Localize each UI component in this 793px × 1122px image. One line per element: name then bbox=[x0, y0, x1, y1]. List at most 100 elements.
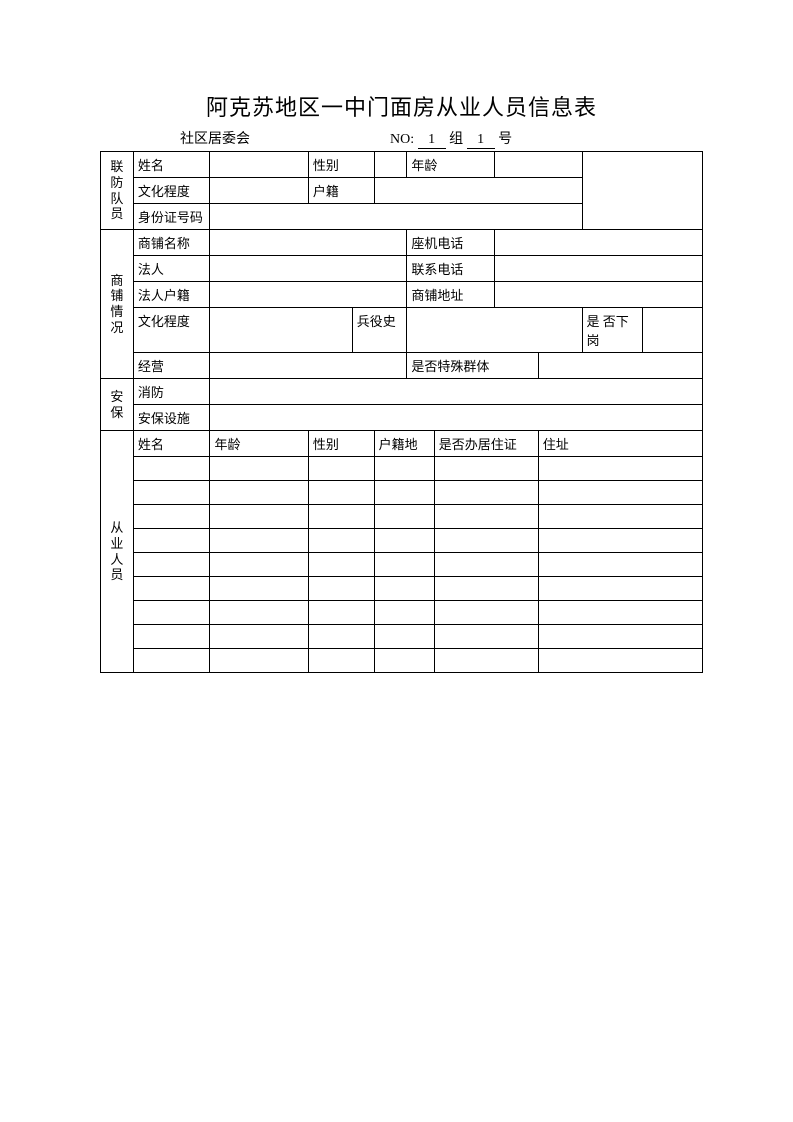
table-row bbox=[434, 481, 538, 505]
section-security: 安保 bbox=[101, 379, 134, 431]
cell bbox=[210, 405, 703, 431]
suffix-label: 号 bbox=[498, 132, 512, 147]
no-prefix: NO: bbox=[390, 132, 414, 147]
cell bbox=[642, 308, 702, 353]
table-row bbox=[434, 649, 538, 673]
cell bbox=[494, 152, 582, 178]
no-value: 1 bbox=[418, 132, 446, 149]
table-row bbox=[374, 601, 434, 625]
label-gender: 性别 bbox=[308, 152, 374, 178]
table-row bbox=[210, 553, 308, 577]
table-row bbox=[308, 625, 374, 649]
emp-col-gender: 性别 bbox=[308, 431, 374, 457]
community-label: 社区居委会 bbox=[180, 128, 390, 149]
label-xiagang: 是 否下岗 bbox=[582, 308, 642, 353]
info-table: 联防队员 姓名 性别 年龄 文化程度 户籍 身份证号码 商铺情况 商铺名称 bbox=[100, 151, 703, 673]
table-row bbox=[133, 553, 210, 577]
table-row bbox=[210, 649, 308, 673]
label-legal: 法人 bbox=[133, 256, 210, 282]
label-contact: 联系电话 bbox=[407, 256, 495, 282]
table-row bbox=[210, 481, 308, 505]
table-row bbox=[538, 481, 702, 505]
section-employees: 从业人员 bbox=[101, 431, 134, 673]
cell bbox=[374, 178, 582, 204]
label-edu: 文化程度 bbox=[133, 178, 210, 204]
label-huji: 户籍 bbox=[308, 178, 374, 204]
table-row bbox=[308, 457, 374, 481]
cell bbox=[210, 353, 407, 379]
label-age: 年龄 bbox=[407, 152, 495, 178]
cell bbox=[494, 282, 702, 308]
table-row bbox=[374, 577, 434, 601]
table-row bbox=[538, 505, 702, 529]
table-row bbox=[374, 505, 434, 529]
table-row bbox=[374, 481, 434, 505]
cell bbox=[494, 230, 702, 256]
label-landline: 座机电话 bbox=[407, 230, 495, 256]
label-security-fac: 安保设施 bbox=[133, 405, 210, 431]
cell bbox=[494, 256, 702, 282]
table-row bbox=[133, 601, 210, 625]
table-row bbox=[133, 649, 210, 673]
label-operate: 经营 bbox=[133, 353, 210, 379]
table-row bbox=[210, 529, 308, 553]
label-edu2: 文化程度 bbox=[133, 308, 210, 353]
table-row bbox=[374, 649, 434, 673]
label-name: 姓名 bbox=[133, 152, 210, 178]
table-row bbox=[133, 481, 210, 505]
table-row bbox=[538, 457, 702, 481]
emp-col-age: 年龄 bbox=[210, 431, 308, 457]
table-row bbox=[538, 601, 702, 625]
page-title: 阿克苏地区一中门面房从业人员信息表 bbox=[100, 90, 703, 122]
emp-col-address: 住址 bbox=[538, 431, 702, 457]
cell bbox=[407, 308, 582, 353]
label-special: 是否特殊群体 bbox=[407, 353, 538, 379]
table-row bbox=[374, 553, 434, 577]
emp-col-hujidi: 户籍地 bbox=[374, 431, 434, 457]
cell bbox=[210, 204, 582, 230]
table-row bbox=[538, 553, 702, 577]
table-row bbox=[538, 577, 702, 601]
photo-cell bbox=[582, 152, 702, 230]
table-row bbox=[133, 625, 210, 649]
cell bbox=[210, 256, 407, 282]
table-row bbox=[210, 601, 308, 625]
cell bbox=[210, 379, 703, 405]
emp-col-name: 姓名 bbox=[133, 431, 210, 457]
table-row bbox=[210, 625, 308, 649]
table-row bbox=[538, 529, 702, 553]
label-legal-huji: 法人户籍 bbox=[133, 282, 210, 308]
table-row bbox=[210, 457, 308, 481]
cell bbox=[210, 230, 407, 256]
table-row bbox=[308, 529, 374, 553]
table-row bbox=[133, 505, 210, 529]
section-patrol: 联防队员 bbox=[101, 152, 134, 230]
table-row bbox=[374, 457, 434, 481]
table-row bbox=[308, 601, 374, 625]
table-row bbox=[538, 625, 702, 649]
table-row bbox=[308, 505, 374, 529]
table-row bbox=[434, 553, 538, 577]
table-row bbox=[308, 553, 374, 577]
label-idno: 身份证号码 bbox=[133, 204, 210, 230]
table-row bbox=[308, 481, 374, 505]
table-row bbox=[374, 625, 434, 649]
label-mil: 兵役史 bbox=[352, 308, 407, 353]
emp-col-juzhu: 是否办居住证 bbox=[434, 431, 538, 457]
cell bbox=[374, 152, 407, 178]
group-label: 组 bbox=[449, 132, 463, 147]
group-value: 1 bbox=[467, 132, 495, 149]
cell bbox=[210, 282, 407, 308]
sub-header: 社区居委会 NO: 1 组 1 号 bbox=[100, 128, 703, 149]
table-row bbox=[210, 505, 308, 529]
table-row bbox=[434, 529, 538, 553]
table-row bbox=[434, 601, 538, 625]
table-row bbox=[210, 577, 308, 601]
table-row bbox=[308, 577, 374, 601]
table-row bbox=[133, 529, 210, 553]
table-row bbox=[434, 505, 538, 529]
table-row bbox=[538, 649, 702, 673]
label-shop-name: 商铺名称 bbox=[133, 230, 210, 256]
label-shop-addr: 商铺地址 bbox=[407, 282, 495, 308]
serial-block: NO: 1 组 1 号 bbox=[390, 128, 512, 149]
